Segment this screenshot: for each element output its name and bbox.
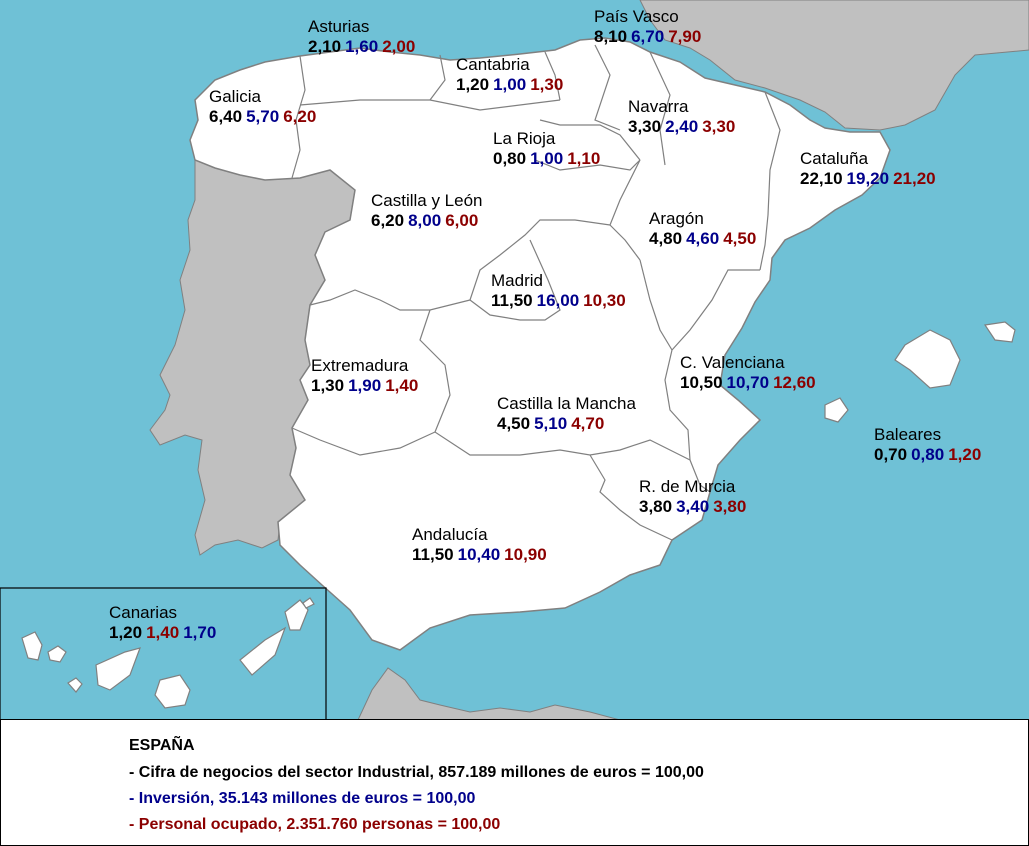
personal-value: 1,40 xyxy=(385,376,419,395)
region-andalucia: Andalucía 11,50 10,40 10,90 xyxy=(412,526,547,563)
personal-value: 6,20 xyxy=(283,107,317,126)
personal-value: 10,90 xyxy=(504,545,547,564)
inversion-value: 1,90 xyxy=(348,376,382,395)
region-asturias: Asturias 2,10 1,60 2,00 xyxy=(308,18,415,55)
inversion-value: 16,00 xyxy=(536,291,580,310)
region-r-de-murcia: R. de Murcia 3,80 3,40 3,80 xyxy=(639,478,746,515)
personal-value: 3,80 xyxy=(713,497,747,516)
personal-value: 2,00 xyxy=(382,37,416,56)
cifra-value: 22,10 xyxy=(800,169,843,188)
legend-title: ESPAÑA xyxy=(129,737,195,754)
inversion-value: 0,80 xyxy=(911,445,945,464)
personal-value: 12,60 xyxy=(773,373,816,392)
inversion-value: 6,70 xyxy=(631,27,665,46)
cifra-value: 11,50 xyxy=(412,545,454,564)
region-name: Cantabria xyxy=(456,55,530,74)
cifra-value: 0,70 xyxy=(874,445,908,464)
personal-value: 21,20 xyxy=(893,169,936,188)
personal-value: 3,30 xyxy=(702,117,736,136)
inversion-value: 1,60 xyxy=(345,37,379,56)
island-mallorca xyxy=(894,329,961,389)
inversion-value: 1,00 xyxy=(493,75,527,94)
inversion-value: 2,40 xyxy=(665,117,699,136)
region-name: Aragón xyxy=(649,209,704,228)
inversion-value: 8,00 xyxy=(408,211,442,230)
cifra-value: 1,30 xyxy=(311,376,345,395)
spain-mainland xyxy=(189,37,891,651)
cifra-value: 8,10 xyxy=(594,27,628,46)
cifra-value: 1,20 xyxy=(109,623,143,642)
personal-value: 4,50 xyxy=(723,229,757,248)
region-pais-vasco: País Vasco 8,10 6,70 7,90 xyxy=(594,8,701,45)
inversion-value: 5,70 xyxy=(246,107,280,126)
cifra-value: 10,50 xyxy=(680,373,723,392)
region-name: Canarias xyxy=(109,603,178,622)
region-name: Madrid xyxy=(491,271,543,290)
region-la-rioja: La Rioja 0,80 1,00 1,10 xyxy=(493,130,600,167)
region-name: R. de Murcia xyxy=(639,477,736,496)
inversion-value: 1,00 xyxy=(530,149,564,168)
france-land xyxy=(639,0,1029,131)
inversion-value: 3,40 xyxy=(676,497,710,516)
region-name: Asturias xyxy=(308,17,370,36)
cifra-value: 1,20 xyxy=(456,75,490,94)
cifra-value: 2,10 xyxy=(308,37,342,56)
region-extremadura: Extremadura 1,30 1,90 1,40 xyxy=(311,357,418,394)
region-name: Cataluña xyxy=(800,149,869,168)
personal-value: 1,20 xyxy=(948,445,982,464)
region-baleares: Baleares 0,70 0,80 1,20 xyxy=(874,426,981,463)
region-castilla-la-mancha: Castilla la Mancha 4,50 5,10 4,70 xyxy=(497,395,636,432)
inversion-value: 10,70 xyxy=(726,373,770,392)
legend-personal: - Personal ocupado, 2.351.760 personas =… xyxy=(129,816,501,833)
cifra-value: 11,50 xyxy=(491,291,533,310)
region-name: País Vasco xyxy=(594,7,679,26)
cifra-value: 3,80 xyxy=(639,497,673,516)
region-name: Andalucía xyxy=(412,525,488,544)
cifra-value: 6,20 xyxy=(371,211,405,230)
region-name: La Rioja xyxy=(493,129,556,148)
island-menorca xyxy=(983,321,1016,343)
cifra-value: 6,40 xyxy=(209,107,243,126)
inversion-value: 4,60 xyxy=(686,229,720,248)
legend-inversion: - Inversión, 35.143 millones de euros = … xyxy=(129,790,476,807)
personal-value: 1,10 xyxy=(567,149,601,168)
inversion-value: 5,10 xyxy=(534,414,568,433)
personal-value: 4,70 xyxy=(571,414,605,433)
personal-value: 6,00 xyxy=(445,211,479,230)
region-cataluna: Cataluña 22,10 19,20 21,20 xyxy=(800,150,936,187)
region-c-valenciana: C. Valenciana 10,50 10,70 12,60 xyxy=(680,354,816,391)
personal-value: 1,30 xyxy=(530,75,564,94)
region-name: Navarra xyxy=(628,97,689,116)
region-name: Castilla la Mancha xyxy=(497,394,636,413)
region-navarra: Navarra 3,30 2,40 3,30 xyxy=(628,98,735,135)
region-name: Baleares xyxy=(874,425,942,444)
cifra-value: 4,50 xyxy=(497,414,531,433)
cifra-value: 4,80 xyxy=(649,229,683,248)
map-canvas xyxy=(0,0,1029,720)
inversion-value: 19,20 xyxy=(846,169,890,188)
region-castilla-y-leon: Castilla y León 6,20 8,00 6,00 xyxy=(371,192,483,229)
personal-value: 1,40 xyxy=(146,623,180,642)
region-name: Castilla y León xyxy=(371,191,483,210)
region-name: C. Valenciana xyxy=(680,353,785,372)
legend-cifra: - Cifra de negocios del sector Industria… xyxy=(129,764,704,781)
region-madrid: Madrid 11,50 16,00 10,30 xyxy=(491,272,626,309)
region-galicia: Galicia 6,40 5,70 6,20 xyxy=(209,88,316,125)
region-aragon: Aragón 4,80 4,60 4,50 xyxy=(649,210,756,247)
inversion-value: 10,40 xyxy=(457,545,501,564)
personal-value: 10,30 xyxy=(583,291,626,310)
inversion-value: 1,70 xyxy=(183,623,217,642)
region-name: Galicia xyxy=(209,87,261,106)
region-cantabria: Cantabria 1,20 1,00 1,30 xyxy=(456,56,563,93)
morocco-land xyxy=(357,667,621,720)
region-canarias: Canarias 1,20 1,40 1,70 xyxy=(109,604,216,641)
region-name: Extremadura xyxy=(311,356,409,375)
island-ibiza xyxy=(824,397,849,423)
legend-box: ESPAÑA - Cifra de negocios del sector In… xyxy=(0,719,1029,846)
canarias-islands xyxy=(21,597,315,709)
region-borders xyxy=(291,44,781,541)
cifra-value: 3,30 xyxy=(628,117,662,136)
personal-value: 7,90 xyxy=(668,27,702,46)
cifra-value: 0,80 xyxy=(493,149,527,168)
